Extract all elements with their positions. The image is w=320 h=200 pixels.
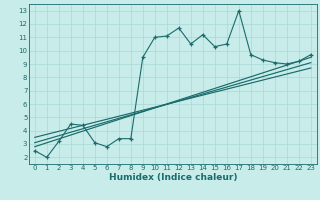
X-axis label: Humidex (Indice chaleur): Humidex (Indice chaleur)	[108, 173, 237, 182]
